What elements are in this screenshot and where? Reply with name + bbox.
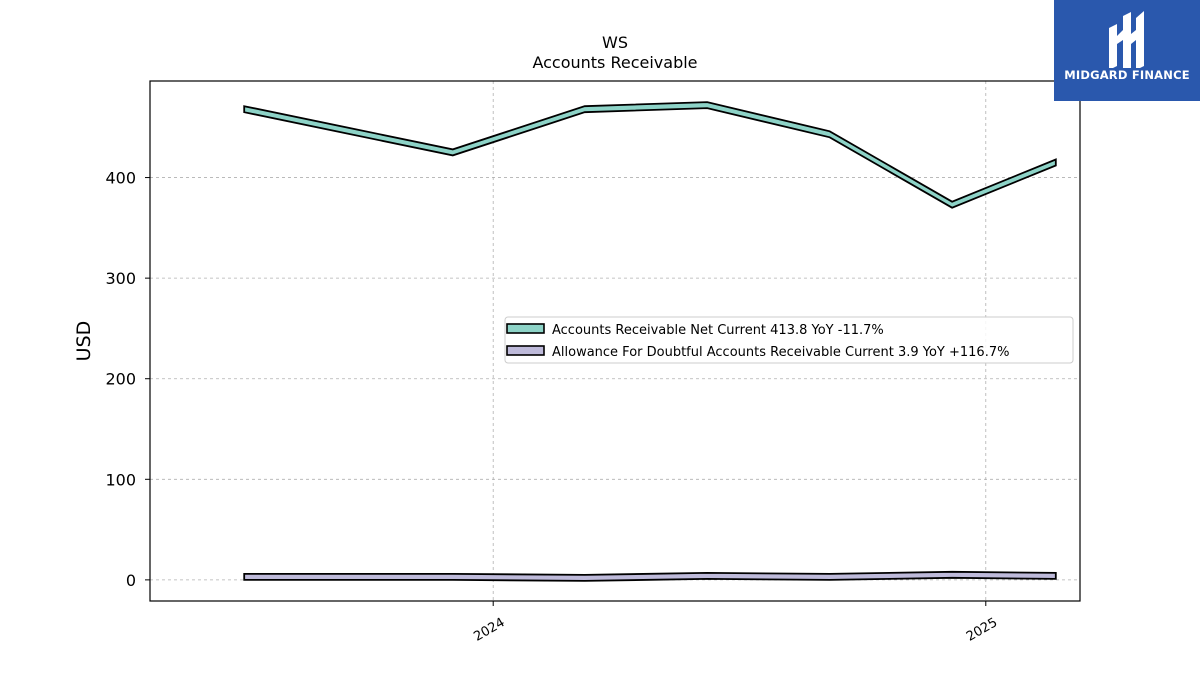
x-tick-label: 2024 [471, 615, 507, 645]
brand-logo: MIDGARD FINANCE [1054, 0, 1200, 101]
series-band-accounts-receivable [243, 101, 1057, 209]
chart-subtitle: Accounts Receivable [532, 53, 697, 72]
y-tick-label: 0 [126, 571, 136, 590]
y-tick-label: 300 [105, 269, 136, 288]
legend-label-accounts-receivable: Accounts Receivable Net Current 413.8 Yo… [552, 323, 884, 338]
x-tick-label: 2025 [964, 615, 1000, 645]
midgard-logo-icon [1109, 11, 1144, 68]
chart-title: WS [602, 33, 628, 52]
y-tick-label: 100 [105, 470, 136, 489]
legend-swatch-allowance [506, 345, 545, 356]
x-axis-ticks: 2024 2025 [471, 601, 1000, 645]
legend-label-allowance: Allowance For Doubtful Accounts Receivab… [552, 345, 1009, 360]
brand-name: MIDGARD FINANCE [1064, 68, 1190, 82]
grid [150, 81, 1080, 601]
legend: Accounts Receivable Net Current 413.8 Yo… [504, 316, 1074, 364]
series-band-allowance [243, 570, 1057, 582]
y-tick-label: 400 [105, 169, 136, 188]
legend-box [504, 316, 1074, 364]
y-axis-ticks: 0 100 200 300 400 [105, 169, 150, 590]
series-layer [243, 101, 1057, 582]
y-tick-label: 200 [105, 370, 136, 389]
y-axis-label: USD [73, 321, 95, 362]
legend-swatch-accounts-receivable [506, 323, 545, 334]
plot-frame [149, 80, 1081, 602]
